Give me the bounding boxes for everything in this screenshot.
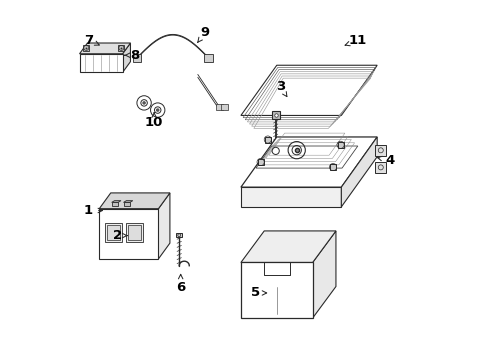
Text: 9: 9 [197,27,209,42]
Polygon shape [375,145,386,156]
Polygon shape [241,231,335,262]
Polygon shape [204,54,212,62]
Polygon shape [241,65,376,116]
Text: 4: 4 [377,154,393,167]
Polygon shape [107,225,120,239]
Polygon shape [128,225,141,239]
Polygon shape [122,43,130,72]
Polygon shape [176,233,182,237]
Polygon shape [158,193,169,259]
Circle shape [142,102,145,104]
Polygon shape [132,54,141,62]
Polygon shape [111,202,118,206]
Circle shape [137,96,151,110]
Polygon shape [99,209,158,259]
Circle shape [156,109,159,111]
Polygon shape [80,54,122,72]
Polygon shape [123,201,133,202]
Polygon shape [215,104,223,110]
Text: 6: 6 [176,274,185,294]
Text: 7: 7 [84,33,99,47]
Polygon shape [241,262,312,318]
Polygon shape [126,223,143,242]
Polygon shape [105,223,122,242]
Polygon shape [375,162,386,173]
Text: 3: 3 [275,80,286,96]
Text: 1: 1 [84,204,102,217]
Polygon shape [312,231,335,318]
Polygon shape [341,137,376,207]
Text: 5: 5 [250,287,266,300]
Polygon shape [241,187,341,207]
Text: 2: 2 [112,229,127,242]
Text: 11: 11 [345,34,366,48]
Polygon shape [99,193,169,209]
Polygon shape [123,202,130,206]
Polygon shape [80,43,130,54]
Text: 10: 10 [144,113,163,129]
Circle shape [150,103,164,117]
Text: 8: 8 [124,49,140,62]
Polygon shape [241,137,376,187]
Polygon shape [221,104,228,110]
Polygon shape [111,201,121,202]
